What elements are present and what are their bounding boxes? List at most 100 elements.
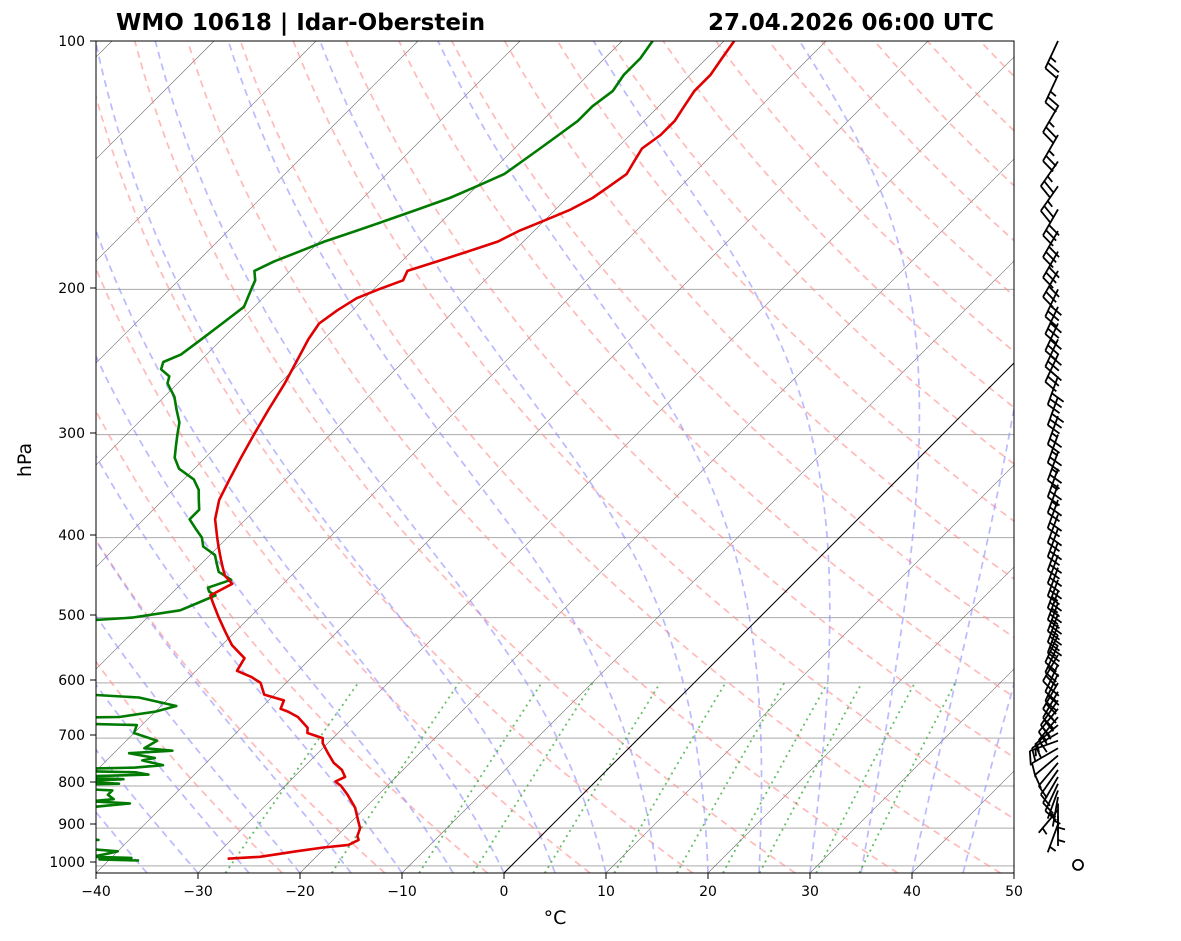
wind-barb bbox=[1046, 554, 1063, 593]
moist-adiabat-30 bbox=[592, 41, 831, 873]
wind-barbs bbox=[1028, 40, 1084, 871]
y-tick-label-900: 900 bbox=[58, 817, 85, 833]
isotherm--130 bbox=[0, 41, 10, 873]
isotherm--90 bbox=[96, 41, 419, 364]
y-tick-label-400: 400 bbox=[58, 528, 85, 544]
moist-adiabat-0 bbox=[96, 228, 505, 873]
y-tick-200: 200 bbox=[58, 281, 96, 297]
mixing-ratio-lines bbox=[224, 682, 956, 873]
wind-barb bbox=[1042, 134, 1059, 173]
temperature-series-line bbox=[209, 41, 736, 860]
x-tick-40: 40 bbox=[903, 873, 921, 900]
y-tick-label-300: 300 bbox=[58, 426, 85, 442]
isotherm--100 bbox=[96, 41, 317, 262]
y-axis: 100 200 300 400 500 600 700 800 900 1000 bbox=[49, 34, 96, 871]
wind-barb bbox=[1028, 739, 1059, 766]
moist-adiabat--30 bbox=[96, 748, 199, 873]
wind-barb bbox=[1044, 644, 1060, 683]
mixing-ratio-36 bbox=[858, 682, 956, 873]
isotherm--60 bbox=[96, 41, 725, 670]
wind-barb bbox=[1046, 468, 1063, 507]
x-tick-10: 10 bbox=[597, 873, 615, 900]
dry-adiabat-350 bbox=[398, 41, 1014, 698]
moist-adiabat-25 bbox=[437, 41, 763, 873]
mixing-ratio-5 bbox=[544, 682, 661, 873]
mixing-ratio-8 bbox=[613, 682, 727, 873]
x-tick-label-10: 10 bbox=[597, 884, 615, 900]
moist-adiabat--20 bbox=[96, 614, 301, 873]
wind-barb bbox=[1040, 185, 1059, 223]
y-tick-300: 300 bbox=[58, 426, 96, 442]
dry-adiabat-440 bbox=[873, 41, 1014, 187]
isotherm--40 bbox=[96, 41, 929, 873]
y-tick-400: 400 bbox=[58, 528, 96, 544]
dry-adiabat-270 bbox=[96, 409, 489, 873]
dry-adiabat-390 bbox=[609, 41, 1014, 466]
plot-frame bbox=[95, 40, 1015, 874]
y-tick-label-800: 800 bbox=[58, 775, 85, 791]
isotherm--10 bbox=[401, 260, 1014, 873]
wind-barb bbox=[1057, 816, 1066, 847]
dry-adiabats bbox=[96, 41, 1014, 873]
wind-barb bbox=[1031, 747, 1059, 778]
x-tick-label-50: 50 bbox=[1005, 884, 1023, 900]
isotherm--70 bbox=[96, 41, 623, 568]
y-tick-900: 900 bbox=[58, 817, 96, 833]
dry-adiabat-320 bbox=[239, 41, 1001, 873]
wind-barb bbox=[1044, 288, 1062, 327]
y-tick-500: 500 bbox=[58, 608, 96, 624]
moist-adiabat--10 bbox=[96, 454, 403, 873]
dry-adiabat-310 bbox=[186, 41, 899, 873]
moist-adiabats bbox=[96, 41, 1014, 873]
wind-barb bbox=[1046, 415, 1063, 454]
x-tick-label-m10: −10 bbox=[387, 884, 417, 900]
zero-isotherm bbox=[503, 362, 1014, 873]
mixing-ratio-1 bbox=[330, 682, 460, 873]
mixing-ratio-2 bbox=[418, 682, 543, 873]
x-tick-m20: −20 bbox=[285, 873, 315, 900]
wind-barb bbox=[1044, 40, 1060, 79]
y-tick-label-600: 600 bbox=[58, 673, 85, 689]
y-axis-label: hPa bbox=[14, 443, 36, 477]
x-tick-label-m30: −30 bbox=[183, 884, 213, 900]
isotherm--80 bbox=[96, 41, 521, 466]
x-axis: −40 −30 −20 −10 0 10 20 30 40 50 bbox=[81, 873, 1023, 900]
wind-barb bbox=[1057, 803, 1066, 834]
moist-adiabat-45 bbox=[962, 681, 1014, 873]
moist-adiabat-40 bbox=[911, 404, 1014, 873]
x-tick-0: 0 bbox=[500, 873, 509, 900]
y-tick-label-1000: 1000 bbox=[49, 855, 85, 871]
dry-adiabat-260 bbox=[96, 538, 386, 873]
moist-adiabat-5 bbox=[96, 41, 556, 873]
chart-title-station: WMO 10618 | Idar-Oberstein bbox=[116, 10, 485, 36]
x-tick-label-0: 0 bbox=[500, 884, 509, 900]
wind-barb bbox=[1040, 769, 1059, 807]
wind-barb bbox=[1046, 376, 1065, 414]
dry-adiabat-360 bbox=[451, 41, 1014, 639]
wind-barb bbox=[1046, 823, 1059, 853]
y-tick-1000: 1000 bbox=[49, 855, 96, 871]
dry-adiabat-300 bbox=[133, 41, 796, 873]
x-tick-label-m40: −40 bbox=[81, 884, 111, 900]
x-tick-m40: −40 bbox=[81, 873, 111, 900]
y-tick-label-500: 500 bbox=[58, 608, 85, 624]
wind-barb bbox=[1046, 579, 1063, 618]
dry-adiabat-330 bbox=[292, 41, 1014, 820]
wind-barb bbox=[1040, 699, 1059, 737]
y-tick-600: 600 bbox=[58, 673, 96, 689]
mixing-ratio-28 bbox=[815, 682, 916, 873]
moist-adiabat--15 bbox=[96, 539, 352, 873]
moist-adiabat-35 bbox=[798, 41, 921, 873]
wind-barb bbox=[1046, 541, 1063, 580]
dewpoint-series-line bbox=[96, 41, 654, 862]
wind-barb bbox=[1046, 396, 1065, 435]
x-tick-label-30: 30 bbox=[801, 884, 819, 900]
y-tick-label-200: 200 bbox=[58, 281, 85, 297]
wind-barb bbox=[1046, 567, 1063, 606]
moist-adiabat--25 bbox=[96, 683, 250, 873]
wind-barb bbox=[1044, 673, 1060, 712]
x-tick-50: 50 bbox=[1005, 873, 1023, 900]
dry-adiabat-340 bbox=[345, 41, 1014, 759]
isotherm--20 bbox=[299, 158, 1014, 873]
